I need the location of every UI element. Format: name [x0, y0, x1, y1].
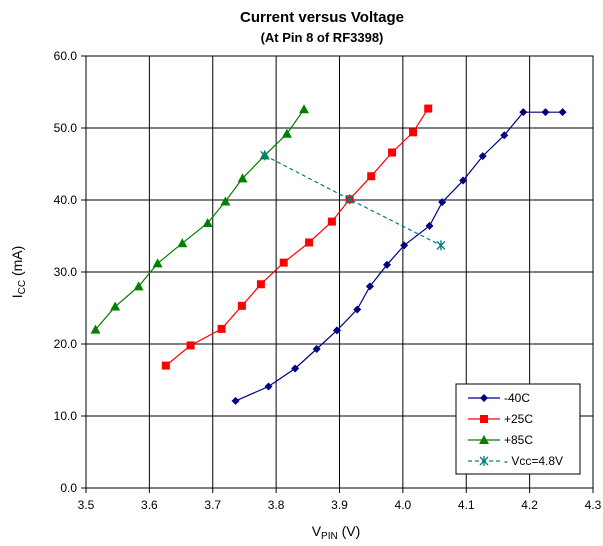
x-tick-label: 3.7 [204, 498, 221, 512]
data-point [152, 258, 163, 268]
data-point [217, 324, 226, 333]
data-point [541, 108, 550, 117]
data-point [558, 108, 567, 117]
data-point [220, 196, 231, 206]
data-point [90, 324, 101, 334]
x-tick-label: 3.5 [78, 498, 95, 512]
y-tick-label: 10.0 [54, 409, 78, 423]
data-point [332, 326, 341, 335]
data-point [436, 240, 446, 251]
data-point [161, 361, 170, 370]
data-point [177, 238, 188, 248]
x-tick-label: 4.0 [395, 498, 412, 512]
x-tick-label: 3.9 [331, 498, 348, 512]
x-tick-label: 3.8 [268, 498, 285, 512]
legend-entry-label: +85C [504, 433, 533, 447]
data-point [367, 172, 376, 181]
data-point [237, 301, 246, 310]
data-point [480, 415, 488, 423]
legend-entry-label: +25C [504, 412, 533, 426]
data-point [388, 148, 397, 157]
data-point [110, 301, 121, 311]
y-tick-label: 30.0 [54, 265, 78, 279]
data-point [345, 194, 355, 205]
data-point [186, 341, 195, 350]
data-point [291, 364, 300, 373]
axis-ticks: 3.5 3.6 3.7 3.8 3.9 4.0 4.1 4.2 4.3 0.0 10.0 20.0 30… [54, 49, 602, 512]
data-point [400, 241, 409, 250]
data-point [479, 456, 489, 466]
chart-subtitle: (At Pin 8 of RF3398) [261, 30, 384, 45]
y-tick-label: 0.0 [60, 481, 77, 495]
x-axis-label: VPIN (V) [312, 523, 361, 542]
data-point [133, 281, 144, 291]
data-point [237, 173, 248, 183]
data-point [459, 176, 468, 185]
data-point [479, 435, 489, 444]
x-tick-label: 3.6 [141, 498, 158, 512]
x-tick-label: 4.1 [458, 498, 475, 512]
data-point [312, 345, 321, 354]
legend-entry-label: -40C [504, 391, 530, 405]
data-point [231, 396, 240, 405]
y-tick-label: 40.0 [54, 193, 78, 207]
data-point [478, 152, 487, 161]
series-line [264, 154, 442, 246]
data-point [424, 104, 433, 113]
data-point [281, 128, 292, 138]
data-point [305, 238, 314, 247]
y-tick-label: 60.0 [54, 49, 78, 63]
data-point [438, 198, 447, 207]
data-point [299, 104, 310, 114]
data-point [425, 221, 434, 230]
data-point [500, 131, 509, 140]
legend-box [455, 383, 581, 475]
data-point [327, 217, 336, 226]
data-point [519, 108, 528, 117]
y-axis-label: ICC (mA) [9, 246, 28, 299]
x-tick-label: 4.2 [521, 498, 538, 512]
y-tick-label: 20.0 [54, 337, 78, 351]
legend-entry-label: - Vcc=4.8V [504, 454, 563, 468]
series-markers [90, 104, 567, 405]
data-point [202, 218, 213, 228]
x-tick-label: 4.3 [585, 498, 602, 512]
data-point [353, 305, 362, 314]
data-point [279, 258, 288, 267]
data-point [383, 260, 392, 269]
data-point [264, 382, 273, 391]
data-point [480, 394, 488, 402]
data-point [256, 280, 265, 289]
legend: -40C +25C +85C - Vcc=4.8V [455, 383, 581, 475]
chart-title: Current versus Voltage [240, 9, 404, 26]
data-point [260, 150, 270, 161]
data-point [409, 128, 418, 137]
data-point [365, 282, 374, 291]
y-tick-label: 50.0 [54, 121, 78, 135]
